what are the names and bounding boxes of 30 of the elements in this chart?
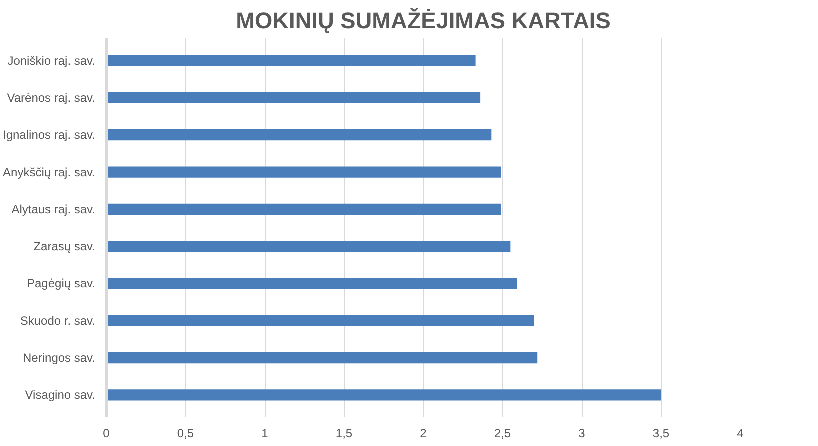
y-tick-label: Pagėgių sav.	[27, 276, 96, 291]
x-tick-label: 2,5	[494, 426, 512, 440]
x-tick-label: 3,5	[652, 426, 670, 440]
bar	[106, 315, 534, 326]
y-tick-label: Neringos sav.	[23, 351, 96, 366]
bar	[106, 204, 502, 215]
x-tick-label: 1,5	[336, 426, 353, 440]
bar	[106, 278, 518, 290]
chart-title: MOKINIŲ SUMAŽĖJIMAS KARTAIS	[236, 8, 611, 34]
y-tick-label: Alytaus raj. sav.	[12, 202, 96, 216]
y-tick-label: Anykščių raj. sav.	[3, 165, 96, 180]
y-tick-label: Joniškio raj. sav.	[8, 54, 96, 68]
bar	[106, 352, 538, 364]
y-tick-label: Skuodo r. sav.	[20, 314, 96, 328]
y-tick-label: Varėnos raj. sav.	[7, 90, 96, 105]
y-tick-label: Ignalinos raj. sav.	[3, 128, 96, 142]
x-tick-label: 3	[578, 426, 586, 440]
y-tick-label: Visagino sav.	[25, 388, 96, 402]
bar	[106, 166, 502, 178]
x-tick-label: 0	[103, 426, 110, 440]
y-tick-label: Zarasų sav.	[34, 240, 96, 254]
bar	[106, 241, 511, 252]
x-tick-label: 1	[262, 426, 269, 440]
x-tick-label: 0,5	[177, 426, 194, 440]
bar	[106, 92, 481, 104]
x-tick-label: 4	[737, 426, 744, 440]
bar	[106, 130, 492, 141]
bar	[106, 55, 476, 66]
x-tick-label: 2	[420, 426, 428, 440]
bar	[106, 390, 662, 401]
